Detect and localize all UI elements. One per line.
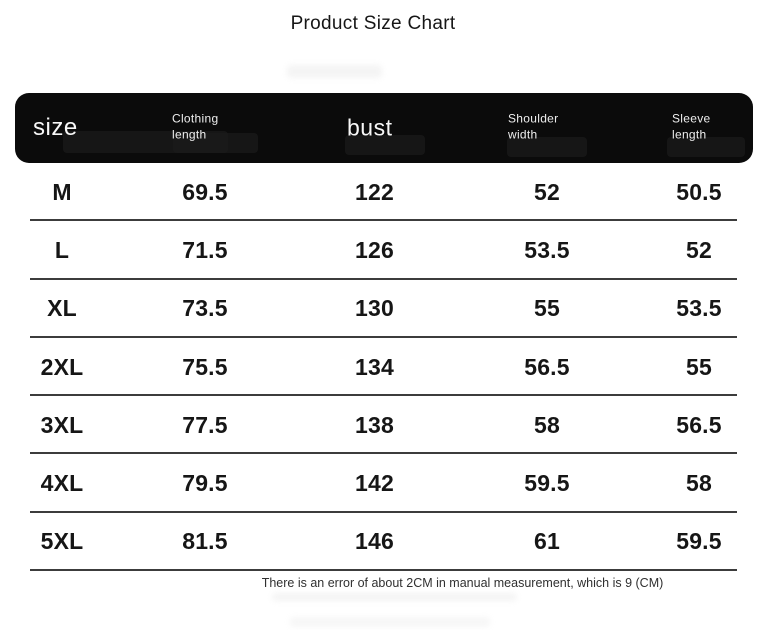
ghost-watermark bbox=[287, 65, 382, 78]
sleeve-length-cell: 52 bbox=[686, 236, 712, 263]
shoulder-width-cell: 59.5 bbox=[524, 470, 570, 497]
table-row: M 69.5 122 52 50.5 bbox=[0, 163, 767, 222]
sleeve-length-cell: 55 bbox=[686, 353, 712, 380]
row-divider bbox=[30, 277, 737, 280]
clothing-length-cell: 79.5 bbox=[182, 470, 228, 497]
row-divider bbox=[30, 394, 737, 397]
shoulder-width-cell: 61 bbox=[534, 528, 560, 555]
clothing-length-cell: 73.5 bbox=[182, 295, 228, 322]
column-header-line: Shoulder bbox=[508, 111, 559, 126]
size-cell: 2XL bbox=[40, 353, 84, 380]
ghost-watermark bbox=[290, 617, 490, 627]
bust-cell: 142 bbox=[355, 470, 394, 497]
shoulder-width-cell: 53.5 bbox=[524, 236, 570, 263]
bust-cell: 138 bbox=[355, 411, 394, 438]
bust-cell: 134 bbox=[355, 353, 394, 380]
row-divider bbox=[30, 510, 737, 513]
shoulder-width-cell: 56.5 bbox=[524, 353, 570, 380]
size-cell: XL bbox=[47, 295, 77, 322]
column-header-shoulder-width: Shoulder width bbox=[508, 111, 558, 142]
header-ghost-smudge bbox=[507, 137, 587, 157]
sleeve-length-cell: 59.5 bbox=[676, 528, 722, 555]
header-ghost-smudge bbox=[667, 137, 745, 157]
row-divider bbox=[30, 219, 737, 222]
table-row: 5XL 81.5 146 61 59.5 bbox=[0, 513, 767, 572]
clothing-length-cell: 69.5 bbox=[182, 178, 228, 205]
column-header-sleeve-length: Sleeve length bbox=[672, 111, 711, 142]
table-row: XL 73.5 130 55 53.5 bbox=[0, 280, 767, 338]
column-header-line: length bbox=[172, 127, 207, 142]
bust-cell: 122 bbox=[355, 178, 394, 205]
size-cell: L bbox=[54, 236, 70, 263]
clothing-length-cell: 71.5 bbox=[182, 236, 228, 263]
table-body: M 69.5 122 52 50.5 L 71.5 126 53.5 52 XL… bbox=[0, 163, 767, 572]
column-header-line: Sleeve bbox=[672, 111, 711, 126]
table-row: L 71.5 126 53.5 52 bbox=[0, 221, 767, 280]
sleeve-length-cell: 56.5 bbox=[676, 411, 722, 438]
shoulder-width-cell: 52 bbox=[534, 178, 560, 205]
page-title: Product Size Chart bbox=[290, 13, 456, 34]
size-cell: 4XL bbox=[40, 470, 84, 497]
sleeve-length-cell: 58 bbox=[686, 470, 712, 497]
header-ghost-smudge bbox=[345, 135, 425, 155]
row-divider bbox=[30, 452, 737, 455]
measurement-error-note: There is an error of about 2CM in manual… bbox=[261, 576, 664, 590]
shoulder-width-cell: 55 bbox=[534, 295, 560, 322]
clothing-length-cell: 81.5 bbox=[182, 528, 228, 555]
column-header-clothing-length: Clothing length bbox=[172, 111, 218, 142]
table-row: 2XL 75.5 134 56.5 55 bbox=[0, 338, 767, 397]
bust-cell: 130 bbox=[355, 295, 394, 322]
ghost-watermark bbox=[272, 593, 517, 601]
table-header-bar: size Clothing length bust Shoulder width… bbox=[15, 93, 753, 163]
bust-cell: 126 bbox=[355, 236, 394, 263]
row-divider bbox=[30, 335, 737, 338]
sleeve-length-cell: 53.5 bbox=[676, 295, 722, 322]
table-row: 3XL 77.5 138 58 56.5 bbox=[0, 396, 767, 455]
column-header-line: length bbox=[672, 127, 707, 142]
shoulder-width-cell: 58 bbox=[534, 411, 560, 438]
sleeve-length-cell: 50.5 bbox=[676, 178, 722, 205]
clothing-length-cell: 77.5 bbox=[182, 411, 228, 438]
column-header-bust: bust bbox=[347, 114, 393, 141]
column-header-size: size bbox=[33, 114, 78, 141]
column-header-line: Clothing bbox=[172, 111, 219, 126]
clothing-length-cell: 75.5 bbox=[182, 353, 228, 380]
header-ghost-smudge bbox=[173, 133, 258, 153]
row-divider bbox=[30, 569, 737, 572]
column-header-line: width bbox=[508, 127, 538, 142]
size-cell: 5XL bbox=[40, 528, 84, 555]
bust-cell: 146 bbox=[355, 528, 394, 555]
size-cell: M bbox=[52, 178, 72, 205]
table-row: 4XL 79.5 142 59.5 58 bbox=[0, 454, 767, 513]
size-cell: 3XL bbox=[40, 411, 84, 438]
